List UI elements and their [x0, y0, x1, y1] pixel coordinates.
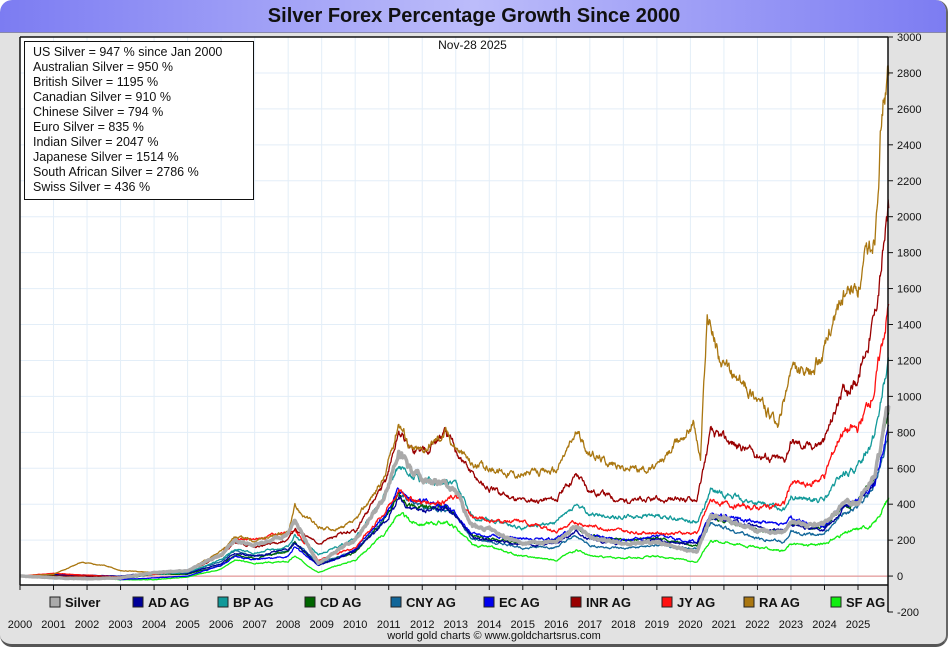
legend-label: BP AG: [233, 595, 273, 610]
x-tick-label: 2009: [309, 619, 333, 631]
x-tick-label: 2017: [578, 619, 602, 631]
x-tick-label: 2015: [511, 619, 535, 631]
legend-item-ad-ag: AD AG: [132, 595, 189, 610]
x-tick-label: 2021: [712, 619, 736, 631]
legend-item-inr-ag: INR AG: [570, 595, 631, 610]
legend-label: RA AG: [759, 595, 800, 610]
legend-item-bp-ag: BP AG: [217, 595, 273, 610]
y-tick-label: 3000: [897, 32, 921, 44]
title-bar: Silver Forex Percentage Growth Since 200…: [0, 0, 946, 33]
legend-swatch: [570, 596, 582, 608]
chart-title: Silver Forex Percentage Growth Since 200…: [267, 5, 681, 27]
x-tick-label: 2002: [75, 619, 99, 631]
y-tick-label: 600: [897, 463, 915, 475]
x-tick-label: 2012: [410, 619, 434, 631]
legend-label: CNY AG: [406, 595, 456, 610]
x-tick-label: 2011: [377, 619, 401, 631]
x-tick-label: 2018: [611, 619, 635, 631]
credit-text: world gold charts © www.goldchartsrus.co…: [387, 630, 601, 642]
y-tick-label: 2800: [897, 68, 921, 80]
y-tick-label: 1800: [897, 248, 921, 260]
annotation-line: Indian Silver = 2047 %: [33, 135, 159, 149]
annotation-box: US Silver = 947 % since Jan 2000 Australi…: [24, 41, 254, 200]
annotation-line: Swiss Silver = 436 %: [33, 180, 151, 194]
x-tick-label: 2000: [8, 619, 32, 631]
x-tick-label: 2010: [343, 619, 367, 631]
series-line-ec-ag: [19, 424, 890, 581]
x-tick-label: 2019: [645, 619, 669, 631]
y-tick-label: 2600: [897, 104, 921, 116]
annotation-line: Canadian Silver = 910 %: [33, 90, 171, 104]
legend-label: CD AG: [320, 595, 361, 610]
y-tick-label: 2200: [897, 176, 921, 188]
legend-label: JY AG: [677, 595, 715, 610]
x-tick-label: 2013: [444, 619, 468, 631]
x-tick-label: 2024: [812, 619, 836, 631]
y-tick-label: 200: [897, 535, 915, 547]
y-tick-label: 0: [897, 571, 903, 583]
legend-label: INR AG: [586, 595, 631, 610]
series-line-silver: [18, 405, 891, 581]
legend-swatch: [304, 596, 316, 608]
legend-item-silver: Silver: [49, 595, 100, 610]
legend-swatch: [743, 596, 755, 608]
legend-swatch: [661, 596, 673, 608]
legend-item-sf-ag: SF AG: [830, 595, 885, 610]
date-label: Nov-28 2025: [438, 38, 507, 52]
legend-swatch: [390, 596, 402, 608]
x-tick-label: 2022: [745, 619, 769, 631]
y-tick-label: -200: [897, 607, 919, 619]
series-lines: [18, 65, 891, 581]
legend: Silver AD AG BP AG CD AG CNY AG EC AG INR AG JY…: [49, 595, 885, 610]
y-tick-label: 400: [897, 499, 915, 511]
x-tick-label: 2023: [779, 619, 803, 631]
annotation-line: US Silver = 947 % since Jan 2000: [33, 45, 223, 59]
x-tick-label: 2014: [477, 619, 501, 631]
legend-swatch: [49, 596, 61, 608]
legend-item-ec-ag: EC AG: [483, 595, 540, 610]
x-tick-label: 2020: [678, 619, 702, 631]
x-tick-label: 2016: [544, 619, 568, 631]
x-tick-label: 2007: [242, 619, 266, 631]
y-tick-label: 1200: [897, 355, 921, 367]
y-tick-label: 2000: [897, 212, 921, 224]
x-tick-label: 2006: [209, 619, 233, 631]
annotation-line: Japanese Silver = 1514 %: [33, 150, 179, 164]
x-tick-label: 2003: [108, 619, 132, 631]
series-line-sf-ag: [19, 497, 890, 581]
x-tick-label: 2008: [276, 619, 300, 631]
legend-swatch: [483, 596, 495, 608]
y-tick-label: 800: [897, 427, 915, 439]
annotation-line: South African Silver = 2786 %: [33, 165, 199, 179]
legend-swatch: [132, 596, 144, 608]
y-tick-label: 1400: [897, 320, 921, 332]
legend-item-cd-ag: CD AG: [304, 595, 361, 610]
x-tick-label: 2001: [41, 619, 65, 631]
axes: 3000280026002400220020001800160014001200…: [8, 32, 922, 631]
legend-label: Silver: [65, 595, 100, 610]
annotation-line: Euro Silver = 835 %: [33, 120, 144, 134]
legend-item-ra-ag: RA AG: [743, 595, 800, 610]
x-tick-label: 2025: [846, 619, 870, 631]
y-tick-label: 1000: [897, 391, 921, 403]
legend-label: SF AG: [846, 595, 885, 610]
legend-label: EC AG: [499, 595, 540, 610]
annotation-line: Chinese Silver = 794 %: [33, 105, 164, 119]
y-tick-label: 2400: [897, 140, 921, 152]
legend-swatch: [830, 596, 842, 608]
legend-item-cny-ag: CNY AG: [390, 595, 456, 610]
annotation-line: Australian Silver = 950 %: [33, 60, 174, 74]
y-tick-label: 1600: [897, 284, 921, 296]
legend-label: AD AG: [148, 595, 189, 610]
annotation-line: British Silver = 1195 %: [33, 75, 159, 89]
x-tick-label: 2004: [142, 619, 166, 631]
x-tick-label: 2005: [175, 619, 199, 631]
legend-swatch: [217, 596, 229, 608]
legend-item-jy-ag: JY AG: [661, 595, 715, 610]
